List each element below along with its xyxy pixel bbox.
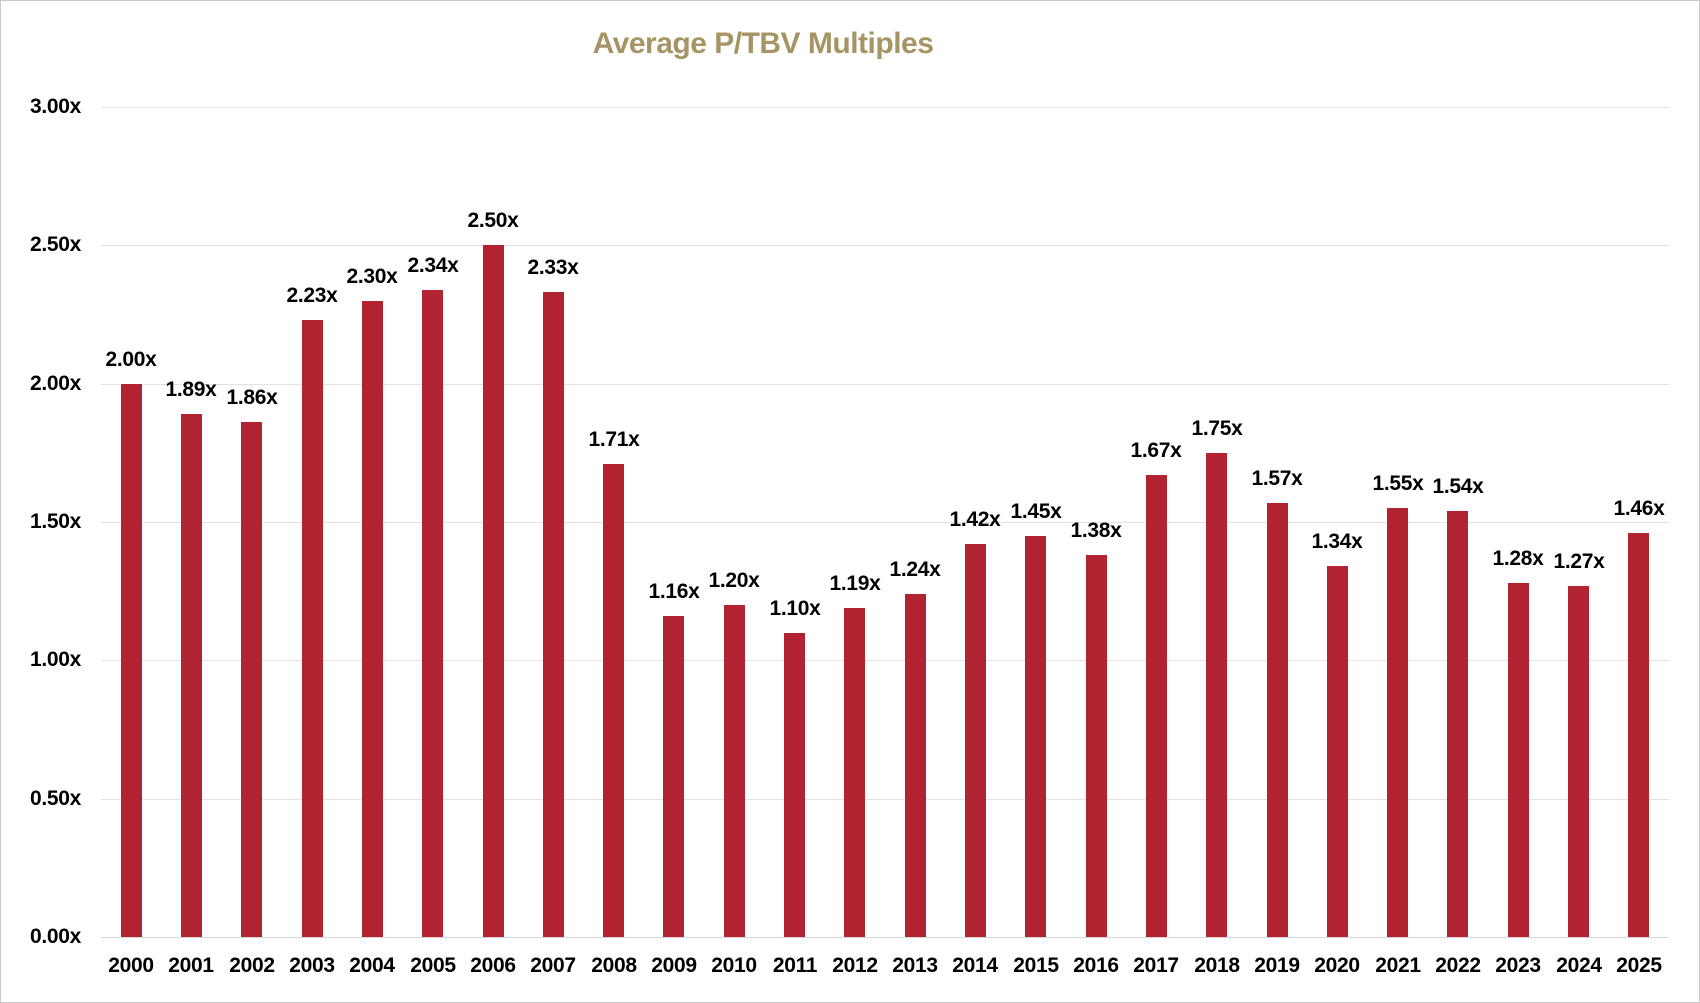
x-axis-tick-label: 2020 bbox=[1314, 954, 1360, 977]
bar-value-label: 1.57x bbox=[1251, 467, 1303, 490]
bar bbox=[1146, 475, 1167, 937]
x-axis-tick-label: 2022 bbox=[1435, 954, 1481, 977]
x-axis-tick-label: 2015 bbox=[1013, 954, 1059, 977]
bar bbox=[965, 544, 986, 937]
bar-value-label: 2.34x bbox=[407, 254, 459, 277]
bar-value-label: 1.54x bbox=[1432, 475, 1484, 498]
bar-value-label: 2.30x bbox=[346, 265, 398, 288]
bar bbox=[784, 633, 805, 937]
gridline bbox=[101, 660, 1669, 661]
gridline bbox=[101, 799, 1669, 800]
x-axis-tick-label: 2013 bbox=[892, 954, 938, 977]
x-axis-tick-label: 2009 bbox=[651, 954, 697, 977]
y-axis-tick-label: 3.00x bbox=[29, 95, 81, 118]
bar-value-label: 1.55x bbox=[1372, 472, 1424, 495]
bar bbox=[1086, 555, 1107, 937]
x-axis-tick-label: 2017 bbox=[1133, 954, 1179, 977]
bar-value-label: 2.23x bbox=[286, 284, 338, 307]
bar-value-label: 2.50x bbox=[467, 209, 519, 232]
bar bbox=[483, 245, 504, 937]
x-axis-tick-label: 2007 bbox=[530, 954, 576, 977]
x-axis-tick-label: 2004 bbox=[349, 954, 395, 977]
gridline bbox=[101, 107, 1669, 108]
bar-value-label: 1.89x bbox=[165, 378, 217, 401]
x-axis-tick-label: 2000 bbox=[108, 954, 154, 977]
x-axis-tick-label: 2001 bbox=[168, 954, 214, 977]
bar-value-label: 2.00x bbox=[105, 348, 157, 371]
bar bbox=[1508, 583, 1529, 937]
bar bbox=[1568, 586, 1589, 937]
x-axis-tick-label: 2023 bbox=[1495, 954, 1541, 977]
bar-value-label: 1.67x bbox=[1130, 439, 1182, 462]
bar bbox=[1206, 453, 1227, 937]
bar-value-label: 1.27x bbox=[1553, 550, 1605, 573]
bar bbox=[663, 616, 684, 937]
bar bbox=[302, 320, 323, 937]
y-axis-tick-label: 1.50x bbox=[29, 510, 81, 533]
x-axis-tick-label: 2018 bbox=[1194, 954, 1240, 977]
x-axis-tick-label: 2003 bbox=[289, 954, 335, 977]
gridline bbox=[101, 245, 1669, 246]
bar-value-label: 1.71x bbox=[588, 428, 640, 451]
bar bbox=[1025, 536, 1046, 937]
bar-value-label: 1.34x bbox=[1311, 530, 1363, 553]
bar-value-label: 1.16x bbox=[648, 580, 700, 603]
bar-value-label: 1.75x bbox=[1191, 417, 1243, 440]
x-axis-tick-label: 2012 bbox=[832, 954, 878, 977]
bar-value-label: 1.42x bbox=[949, 508, 1001, 531]
x-axis-tick-label: 2025 bbox=[1616, 954, 1662, 977]
bar bbox=[905, 594, 926, 937]
bar bbox=[181, 414, 202, 937]
y-axis-tick-label: 0.50x bbox=[29, 787, 81, 810]
bar bbox=[121, 384, 142, 937]
bar-value-label: 1.45x bbox=[1010, 500, 1062, 523]
bar bbox=[422, 290, 443, 937]
y-axis-tick-label: 1.00x bbox=[29, 648, 81, 671]
bar bbox=[1327, 566, 1348, 937]
bar-value-label: 2.33x bbox=[527, 256, 579, 279]
bar bbox=[1447, 511, 1468, 937]
bar-value-label: 1.28x bbox=[1492, 547, 1544, 570]
y-axis-tick-label: 2.00x bbox=[29, 372, 81, 395]
x-axis-tick-label: 2002 bbox=[229, 954, 275, 977]
bar bbox=[603, 464, 624, 937]
gridline bbox=[101, 937, 1669, 938]
bar bbox=[362, 301, 383, 937]
x-axis-tick-label: 2021 bbox=[1375, 954, 1421, 977]
bar bbox=[724, 605, 745, 937]
x-axis-tick-label: 2010 bbox=[711, 954, 757, 977]
gridline bbox=[101, 522, 1669, 523]
bar bbox=[1628, 533, 1649, 937]
x-axis-tick-label: 2008 bbox=[591, 954, 637, 977]
x-axis-tick-label: 2019 bbox=[1254, 954, 1300, 977]
x-axis-tick-label: 2024 bbox=[1556, 954, 1602, 977]
x-axis-tick-label: 2014 bbox=[952, 954, 998, 977]
bar-value-label: 1.10x bbox=[769, 597, 821, 620]
bar-value-label: 1.20x bbox=[708, 569, 760, 592]
bar-value-label: 1.86x bbox=[226, 386, 278, 409]
x-axis-tick-label: 2006 bbox=[470, 954, 516, 977]
bar bbox=[241, 422, 262, 937]
y-axis-tick-label: 2.50x bbox=[29, 233, 81, 256]
bar bbox=[543, 292, 564, 937]
bar-value-label: 1.24x bbox=[889, 558, 941, 581]
bar bbox=[1267, 503, 1288, 937]
x-axis-tick-label: 2005 bbox=[410, 954, 456, 977]
gridline bbox=[101, 384, 1669, 385]
y-axis-tick-label: 0.00x bbox=[29, 925, 81, 948]
x-axis-tick-label: 2016 bbox=[1073, 954, 1119, 977]
x-axis-tick-label: 2011 bbox=[772, 954, 818, 977]
bar-value-label: 1.46x bbox=[1613, 497, 1665, 520]
bar-value-label: 1.19x bbox=[829, 572, 881, 595]
bar bbox=[844, 608, 865, 937]
bar bbox=[1387, 508, 1408, 937]
bar-value-label: 1.38x bbox=[1070, 519, 1122, 542]
chart-title: Average P/TBV Multiples bbox=[592, 27, 934, 60]
